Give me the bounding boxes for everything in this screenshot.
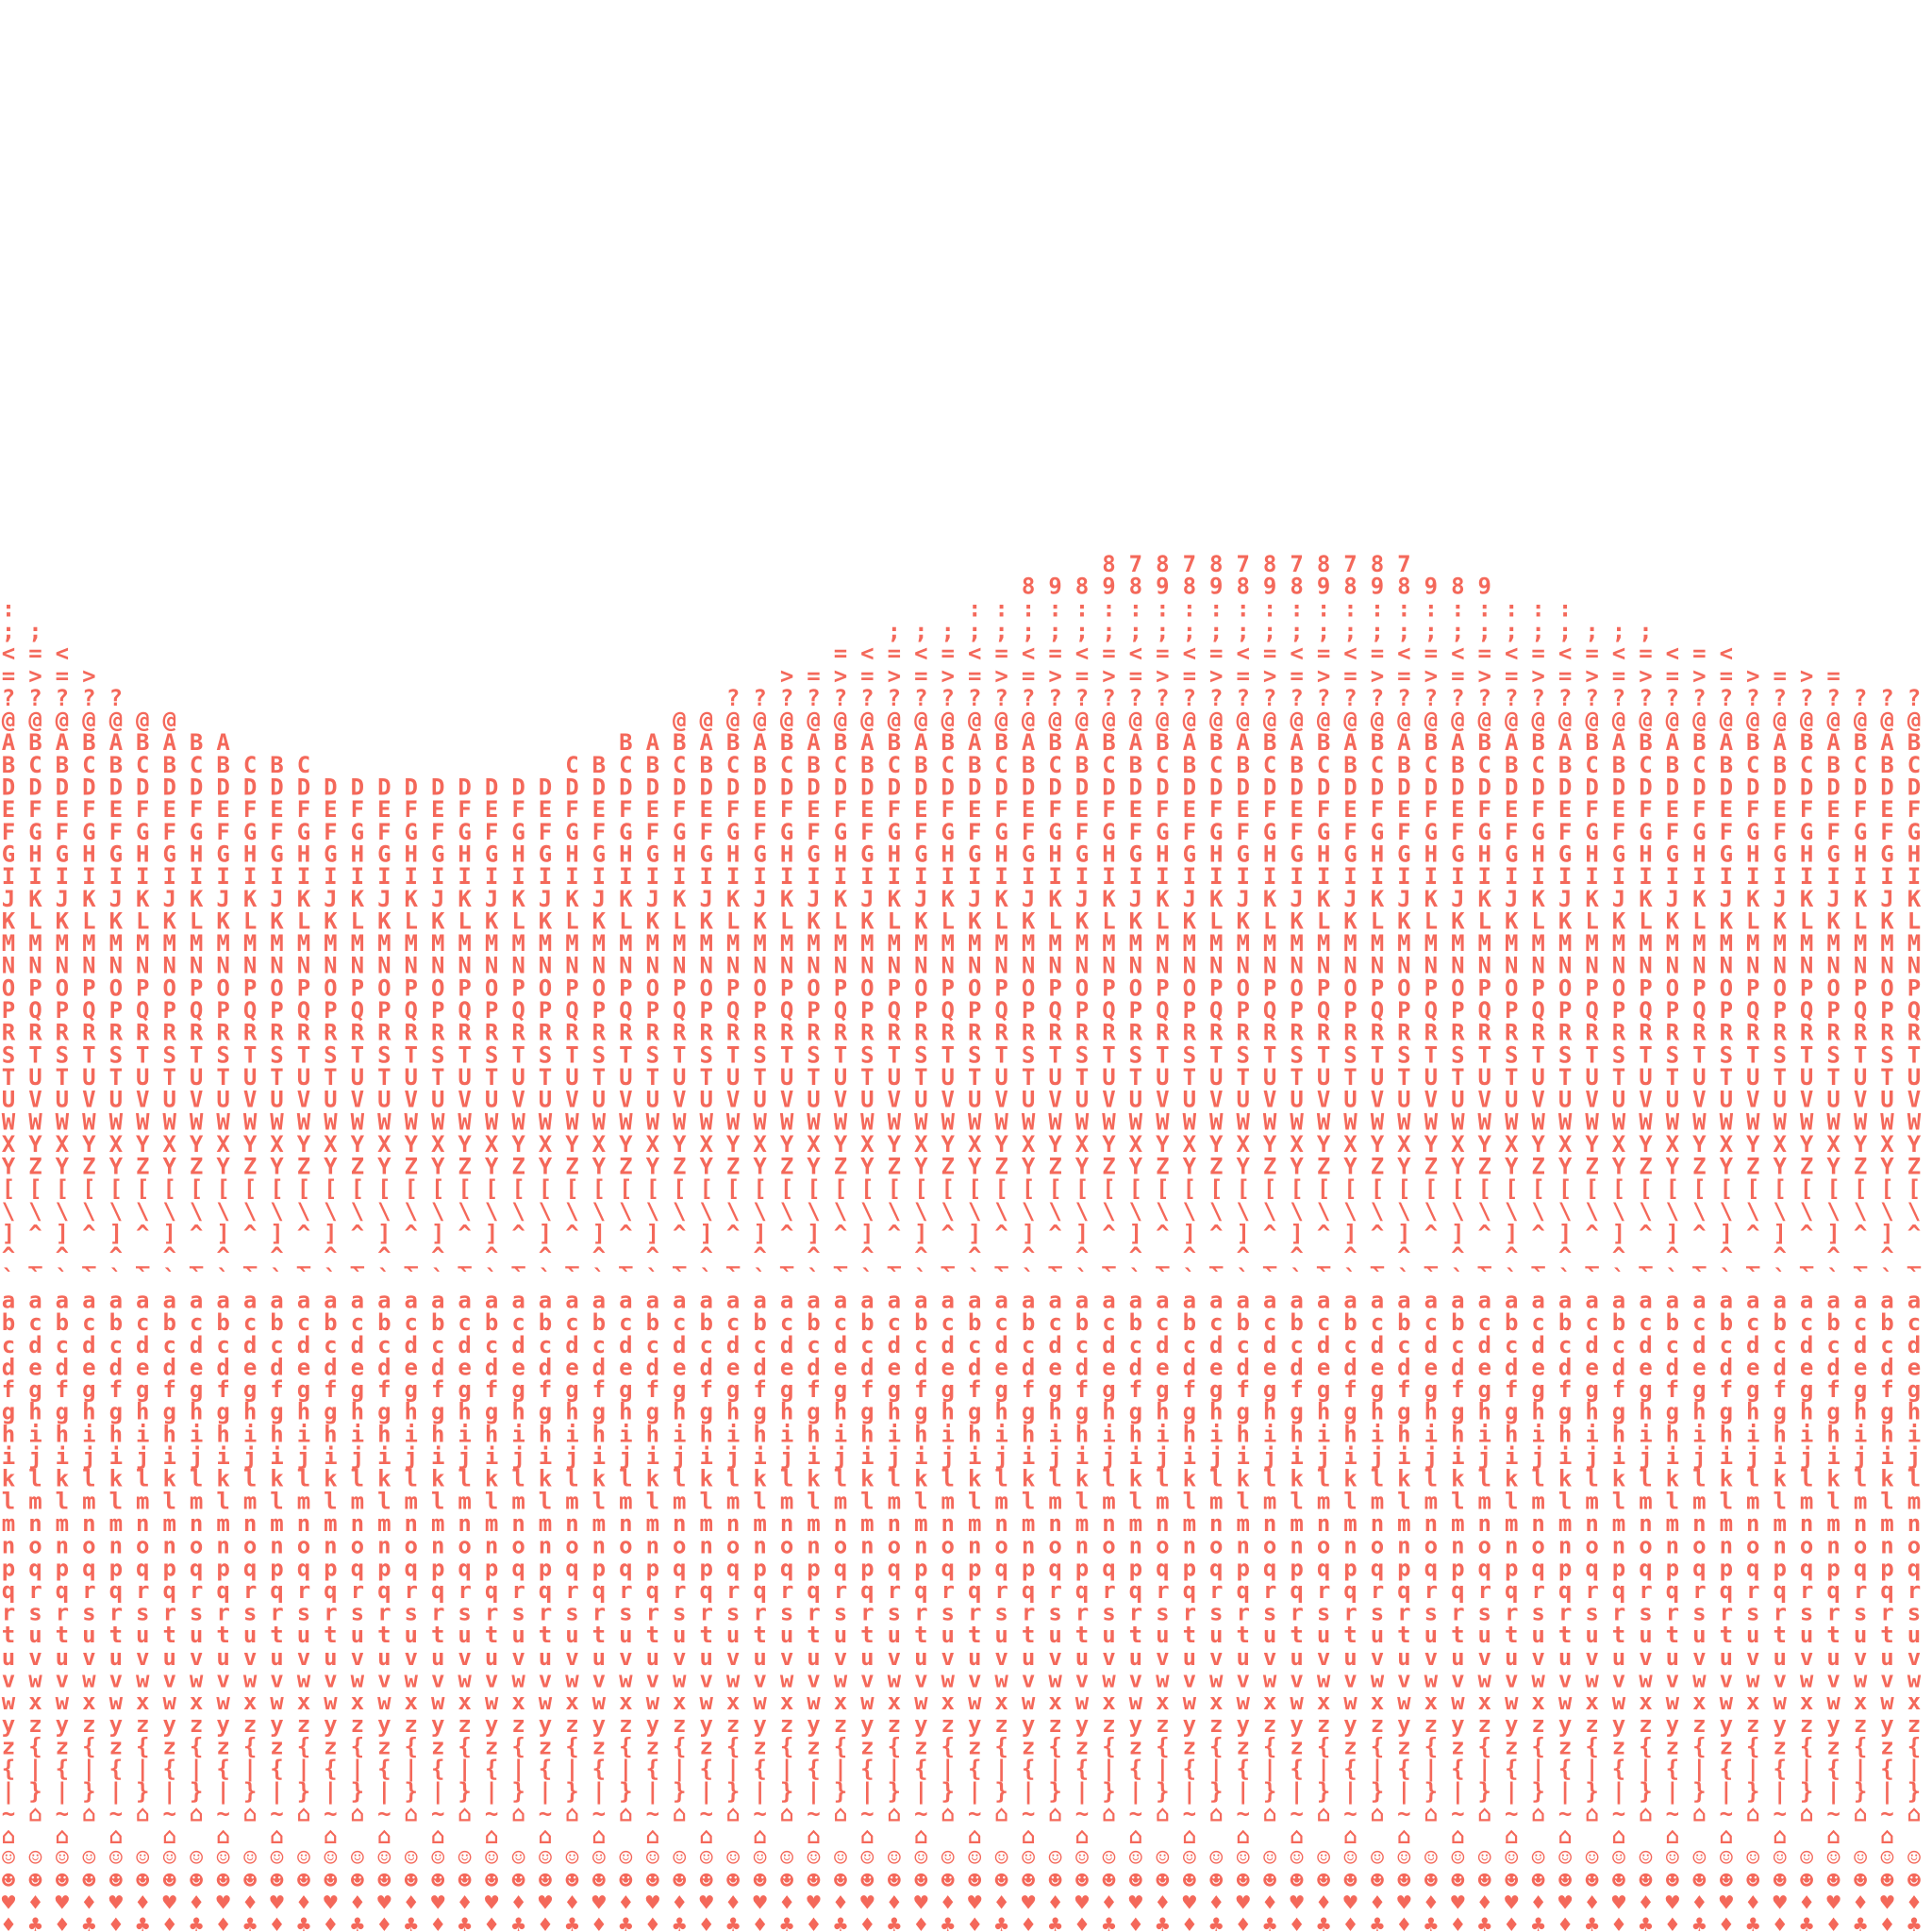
- glyph-column: ;=>?@BCDFGHIKLMNPQRTUVWYZ[\^_`acdeghijlm…: [1585, 551, 1599, 1932]
- glyph-column: 89:;=>?@BCDFGHIKLMNPQRTUVWYZ[\^_`acdeghi…: [1317, 551, 1331, 1932]
- glyph-column: <=?@ABDEFGIJKMNOPRSTUWXY[\]^`abcdfghiklm…: [860, 551, 874, 1932]
- glyph-column: 8:;<=?@ABDEFGIJKMNOPRSTUWXY[\]^`abcdfghi…: [1075, 551, 1090, 1932]
- glyph-column: @BCDFGHIKLMNPQRTUVWYZ[\^_`acdeghijlmnoqr…: [673, 551, 687, 1932]
- glyph-column: <=?@ABDEFGIJKMNOPRSTUWXY[\]^`abcdfghiklm…: [1666, 551, 1680, 1932]
- glyph-column: @BCDFGHIKLMNPQRTUVWYZ[\^_`acdeghijlmnoqr…: [136, 551, 150, 1932]
- glyph-column: :;=>?@BCDFGHIKLMNPQRTUVWYZ[\^_`acdeghijl…: [994, 551, 1008, 1932]
- glyph-column: CDFGHIKLMNPQRTUVWYZ[\^_`acdeghijlmnoqrsu…: [297, 551, 311, 1932]
- glyph-column: DFGHIKLMNPQRTUVWYZ[\^_`acdeghijlmnoqrsuv…: [405, 551, 419, 1932]
- glyph-column: <=?@ABDEFGIJKMNOPRSTUWXY[\]^`abcdfghiklm…: [1720, 551, 1734, 1932]
- glyph-column: CDFGHIKLMNPQRTUVWYZ[\^_`acdeghijlmnoqrsu…: [243, 551, 258, 1932]
- glyph-column: 78:;<=?@ABDEFGIJKMNOPRSTUWXY[\]^`abcdfgh…: [1343, 551, 1357, 1932]
- glyph-column: ?@BCDFGHIKLMNPQRTUVWYZ[\^_`acdeghijlmnoq…: [1854, 551, 1868, 1932]
- glyph-column: 78:;<=?@ABDEFGIJKMNOPRSTUWXY[\]^`abcdfgh…: [1236, 551, 1250, 1932]
- glyph-column: >?@BCDFGHIKLMNPQRTUVWYZ[\^_`acdeghijlmno…: [1746, 551, 1760, 1932]
- glyph-column: =?@ABDEFGIJKMNOPRSTUWXY[\]^`abcdfghiklmn…: [1773, 551, 1787, 1932]
- glyph-column: BDEFGIJKMNOPRSTUWXY[\]^`abcdfghiklmnpqrt…: [270, 551, 284, 1932]
- glyph-column: 9:;=>?@BCDFGHIKLMNPQRTUVWYZ[\^_`acdeghij…: [1424, 551, 1439, 1932]
- glyph-column: ;=>?@BCDFGHIKLMNPQRTUVWYZ[\^_`acdeghijlm…: [1639, 551, 1653, 1932]
- glyph-column: BCDFGHIKLMNPQRTUVWYZ[\^_`acdeghijlmnoqrs…: [619, 551, 633, 1932]
- glyph-column: 8:;<=?@ABDEFGIJKMNOPRSTUWXY[\]^`abcdfghi…: [1451, 551, 1465, 1932]
- glyph-column: 89:;=>?@BCDFGHIKLMNPQRTUVWYZ[\^_`acdeghi…: [1263, 551, 1277, 1932]
- glyph-column: >?@BCDFGHIKLMNPQRTUVWYZ[\^_`acdeghijlmno…: [1800, 551, 1814, 1932]
- glyph-column: ?@BCDFGHIKLMNPQRTUVWYZ[\^_`acdeghijlmnoq…: [726, 551, 741, 1932]
- glyph-column: :;<=?@ABDEFGIJKMNOPRSTUWXY[\]^`abcdfghik…: [1505, 551, 1519, 1932]
- glyph-column: CDFGHIKLMNPQRTUVWYZ[\^_`acdeghijlmnoqrsu…: [565, 551, 579, 1932]
- glyph-column: DFGHIKLMNPQRTUVWYZ[\^_`acdeghijlmnoqrsuv…: [351, 551, 365, 1932]
- glyph-column: 89:;=>?@BCDFGHIKLMNPQRTUVWYZ[\^_`acdeghi…: [1209, 551, 1224, 1932]
- glyph-column: :;<=?@ABDEFGIJKMNOPRSTUWXY[\]^`abcdfghik…: [2, 551, 16, 1932]
- glyph-column: =?@ABDEFGIJKMNOPRSTUWXY[\]^`abcdfghiklmn…: [1826, 551, 1840, 1932]
- glyph-column: ;=>?@BCDFGHIKLMNPQRTUVWYZ[\^_`acdeghijlm…: [941, 551, 956, 1932]
- glyph-column: DEFGIJKMNOPRSTUWXY[\]^`abcdfghiklmnpqrtu…: [485, 551, 499, 1932]
- glyph-column: DEFGIJKMNOPRSTUWXY[\]^`abcdfghiklmnpqrtu…: [431, 551, 445, 1932]
- glyph-column: =>?@BCDFGHIKLMNPQRTUVWYZ[\^_`acdeghijlmn…: [834, 551, 848, 1932]
- glyph-column: :;=>?@BCDFGHIKLMNPQRTUVWYZ[\^_`acdeghijl…: [1531, 551, 1545, 1932]
- glyph-column: 78:;<=?@ABDEFGIJKMNOPRSTUWXY[\]^`abcdfgh…: [1290, 551, 1304, 1932]
- glyph-column: DEFGIJKMNOPRSTUWXY[\]^`abcdfghiklmnpqrtu…: [324, 551, 338, 1932]
- glyph-column: 78:;<=?@ABDEFGIJKMNOPRSTUWXY[\]^`abcdfgh…: [1397, 551, 1411, 1932]
- glyph-column: ;=>?@BCDFGHIKLMNPQRTUVWYZ[\^_`acdeghijlm…: [28, 551, 42, 1932]
- glyph-column: 89:;=>?@BCDFGHIKLMNPQRTUVWYZ[\^_`acdeghi…: [1156, 551, 1170, 1932]
- glyph-column: =>?@BCDFGHIKLMNPQRTUVWYZ[\^_`acdeghijlmn…: [1692, 551, 1707, 1932]
- glyph-column: =?@ABDEFGIJKMNOPRSTUWXY[\]^`abcdfghiklmn…: [807, 551, 821, 1932]
- glyph-column: :;<=?@ABDEFGIJKMNOPRSTUWXY[\]^`abcdfghik…: [1558, 551, 1573, 1932]
- glyph-column: ;<=?@ABDEFGIJKMNOPRSTUWXY[\]^`abcdfghikl…: [1612, 551, 1626, 1932]
- glyph-column: BCDFGHIKLMNPQRTUVWYZ[\^_`acdeghijlmnoqrs…: [190, 551, 204, 1932]
- glyph-column: ;<=?@ABDEFGIJKMNOPRSTUWXY[\]^`abcdfghikl…: [914, 551, 928, 1932]
- glyph-column: 89:;=>?@BCDFGHIKLMNPQRTUVWYZ[\^_`acdeghi…: [1371, 551, 1385, 1932]
- glyph-column: :;<=?@ABDEFGIJKMNOPRSTUWXY[\]^`abcdfghik…: [968, 551, 982, 1932]
- glyph-column: 9:;=>?@BCDFGHIKLMNPQRTUVWYZ[\^_`acdeghij…: [1048, 551, 1062, 1932]
- glyph-column: ?@ABDEFGIJKMNOPRSTUWXY[\]^`abcdfghiklmnp…: [753, 551, 767, 1932]
- glyph-column: DFGHIKLMNPQRTUVWYZ[\^_`acdeghijlmnoqrsuv…: [458, 551, 472, 1932]
- glyph-column: ?@ABDEFGIJKMNOPRSTUWXY[\]^`abcdfghiklmnp…: [109, 551, 124, 1932]
- glyph-column: 78:;<=?@ABDEFGIJKMNOPRSTUWXY[\]^`abcdfgh…: [1129, 551, 1143, 1932]
- glyph-column: 89:;=>?@BCDFGHIKLMNPQRTUVWYZ[\^_`acdeghi…: [1102, 551, 1116, 1932]
- glyph-column: @ABDEFGIJKMNOPRSTUWXY[\]^`abcdfghiklmnpq…: [162, 551, 176, 1932]
- glyph-column: ABDEFGIJKMNOPRSTUWXY[\]^`abcdfghiklmnpqr…: [646, 551, 660, 1932]
- glyph-column: 8:;<=?@ABDEFGIJKMNOPRSTUWXY[\]^`abcdfghi…: [1022, 551, 1036, 1932]
- glyph-column: DEFGIJKMNOPRSTUWXY[\]^`abcdfghiklmnpqrtu…: [539, 551, 553, 1932]
- glyph-column: ABDEFGIJKMNOPRSTUWXY[\]^`abcdfghiklmnpqr…: [216, 551, 230, 1932]
- glyph-column: ?@ABDEFGIJKMNOPRSTUWXY[\]^`abcdfghiklmnp…: [1880, 551, 1894, 1932]
- glyph-column: ?@BCDFGHIKLMNPQRTUVWYZ[\^_`acdeghijlmnoq…: [1907, 551, 1922, 1932]
- glyph-column: DEFGIJKMNOPRSTUWXY[\]^`abcdfghiklmnpqrtu…: [377, 551, 391, 1932]
- glyph-column: >?@BCDFGHIKLMNPQRTUVWYZ[\^_`acdeghijlmno…: [780, 551, 794, 1932]
- glyph-column: <=?@ABDEFGIJKMNOPRSTUWXY[\]^`abcdfghiklm…: [56, 551, 70, 1932]
- glyph-column: 78:;<=?@ABDEFGIJKMNOPRSTUWXY[\]^`abcdfgh…: [1183, 551, 1197, 1932]
- glyph-column: BDEFGIJKMNOPRSTUWXY[\]^`abcdfghiklmnpqrt…: [592, 551, 607, 1932]
- glyph-column: DFGHIKLMNPQRTUVWYZ[\^_`acdeghijlmnoqrsuv…: [511, 551, 525, 1932]
- glyph-column: 9:;=>?@BCDFGHIKLMNPQRTUVWYZ[\^_`acdeghij…: [1478, 551, 1492, 1932]
- glyph-column: >?@BCDFGHIKLMNPQRTUVWYZ[\^_`acdeghijlmno…: [82, 551, 96, 1932]
- glyph-column: @ABDEFGIJKMNOPRSTUWXY[\]^`abcdfghiklmnpq…: [699, 551, 713, 1932]
- glyph-column: ;=>?@BCDFGHIKLMNPQRTUVWYZ[\^_`acdeghijlm…: [888, 551, 902, 1932]
